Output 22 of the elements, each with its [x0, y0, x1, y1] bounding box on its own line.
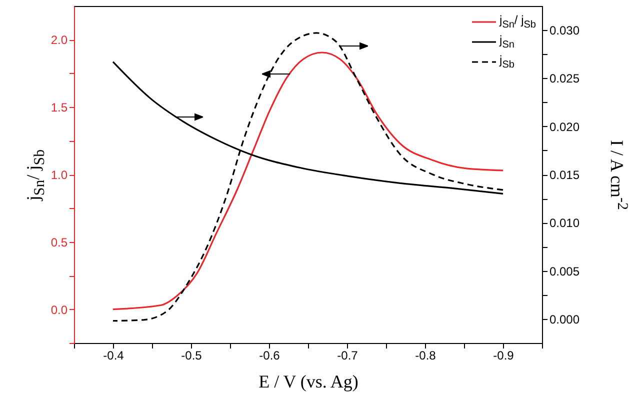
x-tick-label: -0.6	[259, 348, 280, 362]
y2-tick-label: 0.000	[550, 312, 580, 326]
x-tick-label: -0.5	[181, 348, 202, 362]
y-tick-label: 1.5	[50, 100, 68, 115]
x-tick-label: -0.8	[415, 348, 436, 362]
legend-label: j$_{Sn}$	[500, 33, 514, 51]
y-tick-label: 0.5	[50, 235, 68, 250]
y2-tick-label: 0.030	[550, 24, 580, 38]
x-tick-label: -0.9	[493, 348, 514, 362]
x-axis-title: E / V (vs. Ag)	[258, 372, 358, 392]
x-tick-label: -0.7	[337, 348, 358, 362]
legend-label: j$_{Sb}$	[500, 53, 514, 71]
y-tick-label: 1.0	[50, 168, 68, 182]
y-tick-label: 0.0	[50, 302, 68, 317]
y2-tick-label: 0.020	[550, 120, 580, 134]
y2-tick-label: 0.015	[550, 168, 580, 182]
y2-tick-label: 0.005	[550, 264, 580, 278]
legend-label: j$_{Sn}$/ j$_{Sb}$	[500, 13, 536, 31]
y-tick-label: 2.0	[50, 33, 68, 48]
y2-tick-label: 0.025	[550, 72, 580, 86]
y2-tick-label: 0.010	[550, 216, 580, 230]
x-tick-label: -0.4	[103, 348, 124, 362]
